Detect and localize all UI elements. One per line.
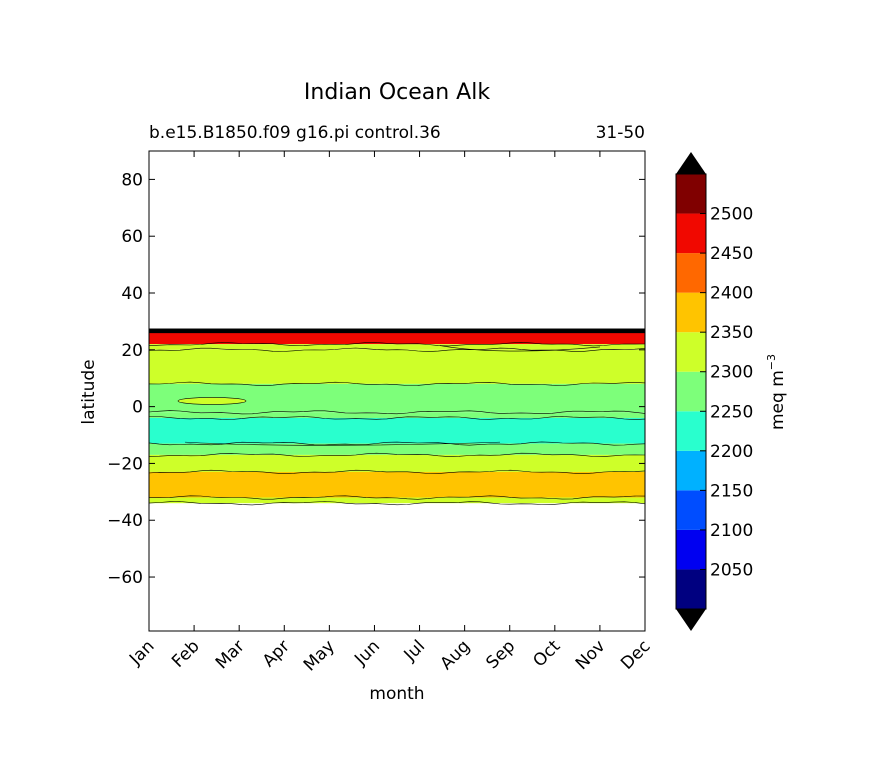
chart-subtitle-right: 31-50 [596, 123, 645, 143]
colorbar-bin [676, 450, 706, 491]
x-tick-label: Nov [572, 636, 610, 674]
y-tick-label: −40 [107, 511, 143, 531]
contour-band-5 [149, 412, 645, 418]
plot-frame [148, 150, 646, 632]
contour-feature-north [439, 345, 601, 352]
x-axis-label: month [369, 684, 424, 704]
colorbar-label-text: meq m [768, 370, 788, 430]
colorbar-tick-label: 2500 [710, 205, 753, 225]
x-tick-label: Dec [617, 636, 654, 673]
colorbar-tick-label: 2300 [710, 363, 753, 383]
colorbar-tick-label: 2050 [710, 560, 753, 580]
contour-lines [148, 332, 646, 506]
colorbar-over-arrow [676, 152, 706, 174]
chart-title: Indian Ocean Alk [304, 80, 490, 105]
contour-band-7 [149, 443, 645, 455]
contour-line-2 [148, 347, 646, 352]
contour-feature-south [184, 441, 501, 446]
colorbar-tick-label: 2100 [710, 521, 753, 541]
colorbar-bin [676, 332, 706, 372]
colorbar-bin [676, 174, 706, 214]
x-tick-label: Apr [259, 636, 294, 671]
colorbar-frame [675, 173, 707, 610]
x-tick-label: Sep [482, 636, 519, 673]
contour-line-7 [148, 452, 646, 457]
x-tick-label: Oct [529, 636, 564, 671]
y-tick-label: 20 [121, 341, 143, 361]
contour-line-3 [148, 381, 646, 387]
colorbar-tick-label: 2250 [710, 402, 753, 422]
contour-band-0 [149, 328, 645, 333]
colorbar-bin [676, 253, 706, 293]
contour-line-10 [148, 501, 646, 506]
contour-line-4 [148, 410, 646, 415]
colorbar-label-exponent: −3 [765, 354, 778, 370]
contour-band-1 [149, 332, 645, 345]
contour-line-9 [148, 495, 646, 500]
colorbar: 2050 2100 2150 2200 2250 2300 2350 2400 2450 2500 [675, 152, 753, 631]
contour-band-8 [149, 454, 645, 472]
colorbar-bin [676, 529, 706, 570]
contour-blob [177, 397, 247, 405]
chart-subtitle-left: b.e15.B1850.f09 g16.pi control.36 [149, 123, 441, 143]
x-tick-label: Jul [400, 636, 429, 665]
x-tick-label: Jun [350, 636, 384, 670]
colorbar-tick-label: 2150 [710, 481, 753, 501]
contour-line-1 [148, 341, 646, 347]
contour-line-8 [148, 469, 646, 475]
contour-band-2 [149, 344, 645, 350]
colorbar-bin [676, 292, 706, 333]
colorbar-label: meq m−3 [765, 354, 788, 430]
contour-band-9 [149, 471, 645, 498]
colorbar-tick-label: 2450 [710, 244, 753, 264]
colorbar-tick-label: 2350 [710, 323, 753, 343]
contour-line-5 [149, 416, 646, 420]
y-tick-label: 0 [132, 398, 143, 418]
contour-band-10 [149, 497, 645, 504]
x-tick-label: May [300, 636, 339, 675]
contour-band-3 [149, 349, 645, 384]
contour-line-6 [148, 441, 646, 446]
x-tick-label: Jan [125, 636, 158, 669]
y-tick-label: −60 [107, 568, 143, 588]
y-tick-label: 80 [121, 170, 143, 190]
colorbar-bin [676, 569, 706, 609]
x-tick-label: Mar [212, 636, 249, 673]
y-axis: 80 60 40 20 0 −20 −40 −60 [107, 170, 645, 588]
y-tick-label: 60 [121, 227, 143, 247]
x-tick-label: Aug [437, 636, 475, 674]
contour-band-6 [149, 417, 645, 444]
y-tick-label: −20 [107, 454, 143, 474]
x-tick-label: Feb [168, 636, 203, 671]
colorbar-bin [676, 371, 706, 412]
colorbar-tick-label: 2200 [710, 442, 753, 462]
colorbar-tick-label: 2400 [710, 284, 753, 304]
colorbar-bin [676, 490, 706, 530]
plot-area [149, 151, 645, 631]
colorbar-under-arrow [676, 609, 706, 631]
colorbar-bin [676, 411, 706, 451]
svg-text:meq m−3: meq m−3 [765, 354, 788, 430]
y-tick-label: 40 [121, 284, 143, 304]
colorbar-bin [676, 213, 706, 254]
y-axis-label: latitude [79, 359, 99, 424]
